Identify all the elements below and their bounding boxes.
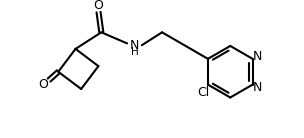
Text: N: N	[253, 50, 262, 63]
Text: N: N	[130, 39, 139, 52]
Text: O: O	[94, 0, 103, 12]
Text: Cl: Cl	[197, 86, 209, 99]
Text: O: O	[39, 78, 49, 91]
Text: H: H	[131, 47, 138, 57]
Text: N: N	[253, 81, 262, 94]
